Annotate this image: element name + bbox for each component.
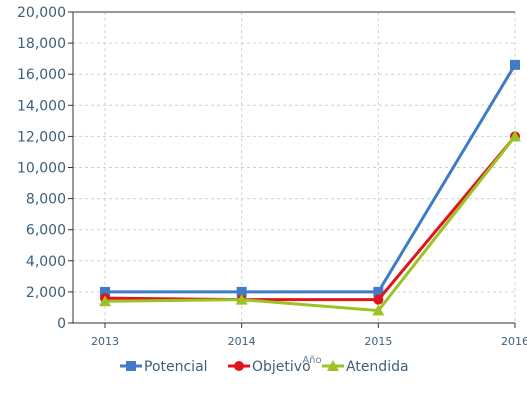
x-axis-label: Año [302,355,321,366]
y-tick-label: 6,000 [26,223,66,239]
legend-marker-objetivo [234,361,244,371]
legend-item-atendida: Atendida [346,359,409,375]
y-tick-label: 4,000 [26,254,66,270]
series-line-potencial [105,64,517,294]
legend-item-objetivo: Objetivo [252,359,311,375]
data-point-potencial [510,59,520,70]
x-tick-label: 2016 [501,335,527,348]
x-axis-ticks: 2013 2014 2015 2016 [91,335,527,348]
y-tick-label: 20,000 [17,5,66,21]
legend-marker-atendida [327,360,339,371]
data-point-potencial [236,286,247,297]
legend: Potencial Objetivo Atendida [120,359,409,375]
x-tick-label: 2015 [364,335,392,348]
y-tick-label: 18,000 [17,36,66,52]
axes [68,11,516,328]
x-tick-label: 2014 [228,335,256,348]
y-tick-label: 2,000 [26,285,66,301]
data-point-atendida [372,304,385,316]
y-axis-ticks: 0 2,000 4,000 6,000 8,000 10,000 12,000 14,000 1… [17,5,66,332]
y-tick-label: 14,000 [17,98,66,114]
data-point-potencial [100,286,110,297]
y-tick-label: 16,000 [17,67,66,83]
series [99,59,521,316]
data-point-atendida [509,130,521,142]
grid [73,11,516,323]
y-tick-label: 0 [57,316,66,332]
data-point-potencial [373,286,384,297]
y-tick-label: 10,000 [17,161,66,177]
y-tick-label: 12,000 [17,129,66,145]
data-point-atendida [99,295,111,307]
legend-marker-potencial [126,361,136,371]
data-point-atendida [235,293,248,305]
series-line-atendida [104,135,517,313]
x-tick-label: 2013 [91,335,119,348]
legend-item-potencial: Potencial [144,359,208,375]
y-tick-label: 8,000 [26,192,66,208]
series-line-objetivo [104,135,517,302]
data-point-objetivo [373,294,384,305]
